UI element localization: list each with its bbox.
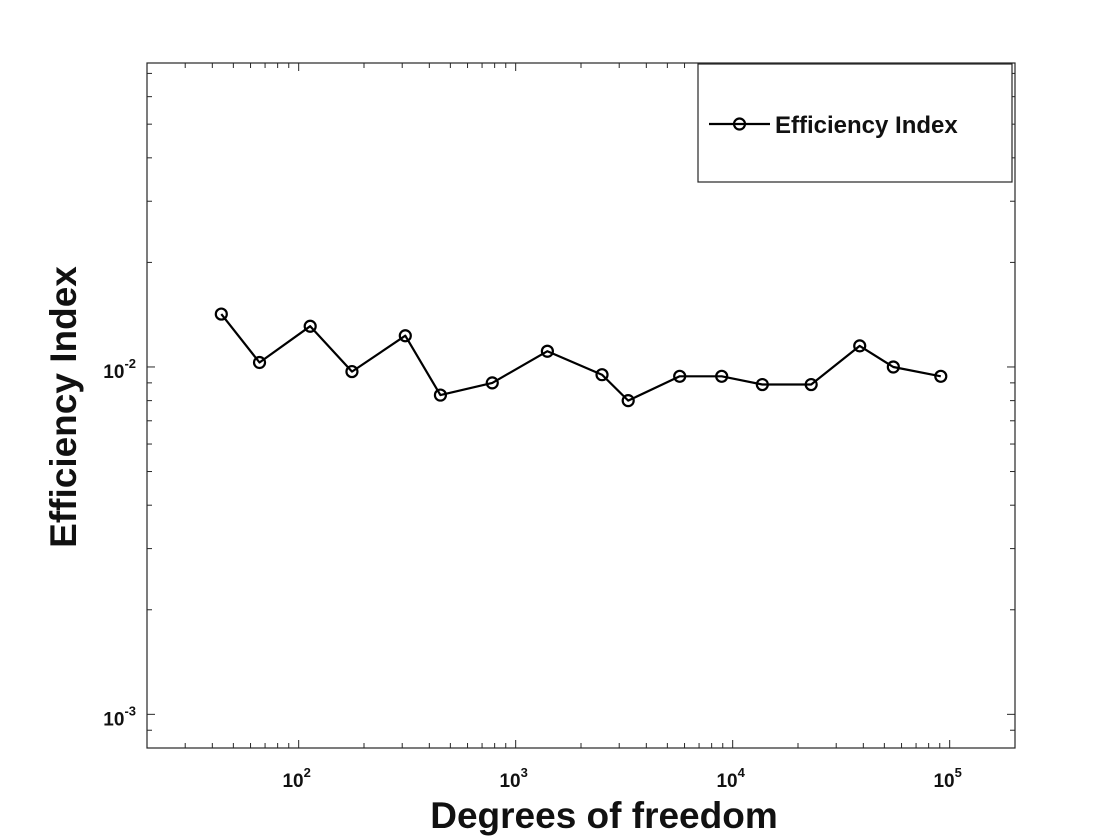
data-point <box>345 364 359 379</box>
legend-marker-sample <box>732 117 747 131</box>
x-tick-label: 104 <box>716 765 745 792</box>
data-point <box>621 394 635 408</box>
data-point <box>715 369 729 383</box>
data-point <box>934 369 948 383</box>
data-point <box>303 319 317 333</box>
y-tick-label: 10-3 <box>103 703 136 730</box>
plot-frame <box>146 62 1016 749</box>
data-point <box>673 369 687 383</box>
legend: Efficiency Index <box>697 63 1013 183</box>
x-tick-label: 105 <box>933 765 961 792</box>
series-layer <box>214 307 948 408</box>
x-axis-title: Degrees of freedom <box>430 795 778 836</box>
data-point <box>540 344 554 358</box>
data-point <box>214 307 228 321</box>
y-tick-label: 10-2 <box>103 356 136 383</box>
data-point <box>595 368 609 382</box>
data-point <box>755 377 769 392</box>
x-tick-label: 103 <box>499 765 527 792</box>
x-tick-label: 102 <box>282 765 310 792</box>
data-point <box>853 339 867 353</box>
data-point <box>485 376 499 390</box>
data-point <box>252 355 267 370</box>
data-point <box>804 377 818 392</box>
legend-label: Efficiency Index <box>775 112 958 139</box>
data-point <box>398 329 412 343</box>
y-axis-title: Efficiency Index <box>43 266 84 548</box>
series-line <box>220 313 942 402</box>
data-point <box>433 388 448 402</box>
x-axis-tick-labels: 102 103 104 105 <box>282 765 961 792</box>
y-axis-tick-labels: 10-3 10-2 <box>103 356 136 730</box>
data-point <box>886 360 900 374</box>
y-axis-ticks <box>147 72 1015 749</box>
